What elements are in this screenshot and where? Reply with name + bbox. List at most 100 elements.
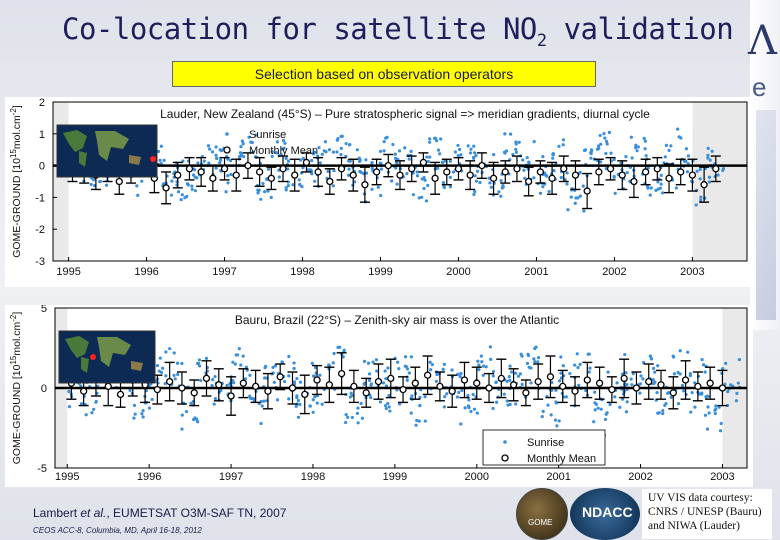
monthly-mean-point	[116, 390, 125, 399]
monthly-mean-point	[220, 165, 229, 173]
sunrise-point	[426, 159, 430, 164]
sunrise-point	[292, 366, 296, 371]
sunrise-point	[608, 402, 612, 407]
sunrise-point	[424, 199, 429, 203]
sunrise-point	[420, 195, 424, 199]
sunrise-point	[270, 150, 274, 154]
monthly-mean-point	[718, 384, 727, 392]
sunrise-point	[589, 148, 594, 152]
sunrise-point	[141, 409, 145, 413]
sunrise-point	[588, 366, 592, 370]
sunrise-point	[520, 382, 524, 386]
sunrise-point	[445, 392, 449, 396]
sunrise-point	[270, 154, 274, 158]
sunrise-point	[287, 374, 291, 378]
slide-title: Co-location for satellite NO2 validation	[62, 12, 734, 51]
sunrise-point	[132, 403, 137, 408]
sunrise-point	[638, 391, 642, 395]
sunrise-point	[505, 379, 509, 383]
sunrise-point	[89, 182, 93, 187]
sunrise-point	[573, 363, 577, 367]
sunrise-point	[294, 404, 298, 408]
sunrise-point	[436, 166, 440, 170]
monthly-mean-point	[688, 171, 697, 179]
sunrise-point	[659, 182, 663, 186]
sunrise-point	[633, 146, 638, 150]
sunrise-point	[322, 149, 326, 153]
sunrise-point	[348, 159, 352, 163]
monthly-mean-point	[677, 168, 685, 176]
sunrise-point	[357, 156, 361, 160]
sunrise-point	[536, 360, 540, 364]
x-tick-label: 1996	[137, 471, 161, 483]
sunrise-point	[275, 151, 279, 155]
y-tick-label: 0	[41, 383, 47, 395]
sunrise-point	[559, 355, 563, 359]
sunrise-point	[705, 427, 710, 431]
sunrise-point	[457, 390, 461, 394]
sunrise-point	[564, 395, 568, 399]
bauru-chart: -5 0 5 1995 1996 1997 1998 1999 2000 2001 2002 2003…	[9, 303, 748, 483]
sunrise-point	[661, 412, 665, 416]
map-continent	[79, 151, 87, 167]
sunrise-point	[164, 374, 168, 378]
sunrise-point	[467, 398, 471, 402]
sunrise-point	[244, 365, 248, 369]
sunrise-point	[98, 179, 103, 184]
sunrise-point	[693, 405, 697, 409]
sunrise-point	[456, 154, 460, 158]
sunrise-point	[283, 141, 287, 145]
sunrise-point	[541, 155, 545, 159]
sunrise-point	[363, 381, 367, 385]
sunrise-point	[466, 404, 471, 408]
sunrise-point	[706, 156, 710, 160]
data-credit-box: UV VIS data courtesy: CNRS / UNESP (Baur…	[642, 489, 772, 539]
sunrise-point	[296, 398, 301, 403]
monthly-mean-point	[396, 171, 404, 179]
sunrise-point	[213, 374, 217, 379]
monthly-mean-point	[536, 168, 545, 176]
monthly-mean-point	[534, 377, 542, 386]
sunrise-point	[84, 413, 88, 417]
sunrise-point	[651, 378, 655, 382]
y-axis-label-part: -2	[9, 314, 18, 322]
sunrise-point	[218, 148, 222, 152]
sunrise-point	[708, 158, 712, 162]
sunrise-point	[295, 394, 299, 398]
sunrise-point	[382, 139, 386, 144]
sunrise-point	[526, 353, 531, 358]
sunrise-point	[297, 178, 301, 182]
sunrise-point	[510, 370, 514, 374]
sunrise-point	[555, 424, 559, 428]
sunrise-point	[298, 402, 302, 407]
monthly-mean-point	[653, 165, 661, 173]
sunrise-point	[349, 391, 353, 395]
sunrise-point	[141, 415, 145, 419]
sunrise-point	[703, 370, 707, 374]
sunrise-point	[92, 407, 96, 411]
sunrise-point	[551, 152, 555, 156]
sunrise-point	[625, 400, 629, 404]
monthly-mean-point	[166, 377, 174, 386]
sunrise-point	[442, 362, 446, 366]
sunrise-point	[323, 140, 328, 144]
sunrise-point	[479, 354, 483, 358]
sunrise-point	[284, 188, 288, 192]
sunrise-point	[471, 392, 475, 397]
sunrise-point	[310, 158, 314, 163]
sunrise-point	[301, 156, 306, 161]
sunrise-point	[271, 365, 275, 369]
sunrise-point	[630, 383, 634, 387]
sunrise-point	[593, 390, 597, 394]
sunrise-point	[207, 161, 211, 165]
sunrise-point	[593, 408, 597, 412]
sunrise-point	[478, 180, 482, 185]
sunrise-point	[407, 371, 411, 375]
sunrise-point	[397, 149, 402, 153]
monthly-mean-point	[700, 181, 708, 189]
sunrise-point	[339, 134, 343, 139]
monthly-mean-point	[669, 389, 677, 397]
sunrise-point	[224, 190, 228, 194]
x-tick-label: 2002	[602, 266, 626, 278]
sunrise-point	[676, 127, 680, 131]
